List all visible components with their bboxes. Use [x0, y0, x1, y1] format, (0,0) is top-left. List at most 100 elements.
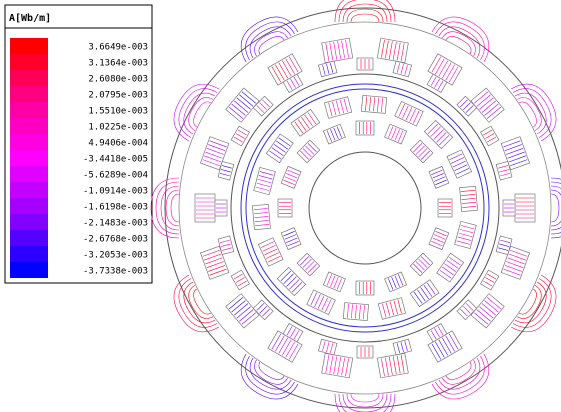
slot	[385, 124, 407, 144]
slot	[395, 101, 424, 126]
slot	[277, 267, 305, 295]
slot	[481, 126, 499, 146]
flux-line	[256, 33, 284, 54]
flux-line	[347, 394, 383, 407]
color-swatch	[10, 150, 48, 166]
slot	[318, 339, 337, 355]
legend-label: 1.5510e-003	[88, 107, 148, 117]
flux-line	[515, 87, 553, 134]
flux-line	[446, 362, 474, 383]
legend-label: 2.0795e-003	[88, 91, 148, 101]
color-swatch	[10, 102, 48, 118]
flux-line	[256, 362, 284, 383]
flux-line	[343, 4, 387, 22]
slot	[323, 272, 345, 292]
legend-label: -2.1483e-003	[83, 219, 148, 229]
slot	[429, 166, 449, 188]
flux-line	[238, 356, 295, 402]
flux-line	[439, 358, 486, 396]
color-swatch	[10, 118, 48, 134]
legend-labels: 3.6649e-003 3.1364e-003 2.6080e-003 2.0795e…	[83, 43, 148, 277]
flux-line	[171, 194, 179, 222]
slot	[226, 294, 259, 328]
legend-label: -3.7338e-003	[83, 267, 148, 277]
flux-line	[171, 81, 217, 138]
slot-outline	[438, 199, 452, 217]
flux-line	[177, 87, 215, 134]
color-swatch	[10, 86, 48, 102]
slot	[357, 58, 373, 70]
slot	[377, 353, 408, 378]
color-swatch	[10, 230, 48, 246]
flux-line	[551, 190, 561, 226]
slot	[356, 121, 374, 135]
slot	[343, 303, 368, 321]
slot	[297, 140, 320, 163]
color-bar	[10, 38, 48, 278]
slot	[393, 61, 412, 77]
legend-title: A[Wb/m]	[9, 13, 51, 24]
flux-line	[244, 20, 291, 58]
flux-line	[551, 194, 559, 222]
slot	[318, 61, 337, 77]
slot	[226, 88, 259, 122]
legend-label: -5.6289e-004	[83, 171, 148, 181]
flux-line	[435, 356, 492, 402]
legend-label: -2.6768e-003	[83, 235, 148, 245]
slot-outline	[471, 88, 504, 122]
slot	[471, 294, 504, 328]
slot	[231, 270, 249, 290]
flux-line	[551, 186, 561, 230]
flux-line	[515, 282, 553, 329]
slot	[410, 280, 439, 307]
flux-line	[244, 358, 291, 396]
slot	[460, 186, 478, 211]
slot	[377, 38, 408, 63]
slot	[424, 120, 452, 148]
slot	[385, 272, 407, 292]
slot-outline	[356, 281, 374, 295]
flux-line	[335, 0, 395, 22]
slot	[258, 238, 283, 267]
slot	[481, 270, 499, 290]
flux-line	[351, 14, 379, 22]
slot	[515, 194, 535, 222]
flux-loops	[551, 178, 561, 238]
flux-line	[339, 0, 391, 22]
color-swatch	[10, 262, 48, 278]
slot-outline	[471, 294, 504, 328]
slot	[254, 167, 276, 194]
flux-line	[446, 33, 474, 54]
field-plot: A[Wb/m] 3.6649e-003 3.1364e-003 2.6080e-00…	[0, 0, 561, 412]
flux-line	[190, 99, 211, 127]
color-swatch	[10, 166, 48, 182]
flux-line	[190, 289, 211, 317]
slot	[455, 221, 477, 248]
slot	[356, 281, 374, 295]
legend-label: 2.6080e-003	[88, 75, 148, 85]
flux-loops	[335, 394, 395, 412]
flux-line	[343, 394, 387, 412]
slot	[471, 88, 504, 122]
slot-outline	[322, 353, 353, 378]
flux-line	[519, 289, 540, 317]
slot-outline	[356, 121, 374, 135]
legend-label: 3.6649e-003	[88, 43, 148, 53]
slot	[393, 339, 412, 355]
slot	[437, 253, 464, 282]
color-swatch	[10, 198, 48, 214]
slot-outline	[385, 124, 407, 144]
slot-outline	[322, 38, 353, 63]
slot-outline	[281, 228, 301, 250]
slot	[410, 253, 433, 276]
slot	[297, 253, 320, 276]
slot	[231, 126, 249, 146]
legend-label: -3.2053e-003	[83, 251, 148, 261]
slot	[252, 204, 270, 229]
slot	[323, 124, 345, 144]
motor-geometry	[151, 0, 561, 412]
flux-line	[351, 394, 379, 402]
legend-label: 3.1364e-003	[88, 59, 148, 69]
flux-loops	[335, 0, 395, 22]
color-swatch	[10, 134, 48, 150]
